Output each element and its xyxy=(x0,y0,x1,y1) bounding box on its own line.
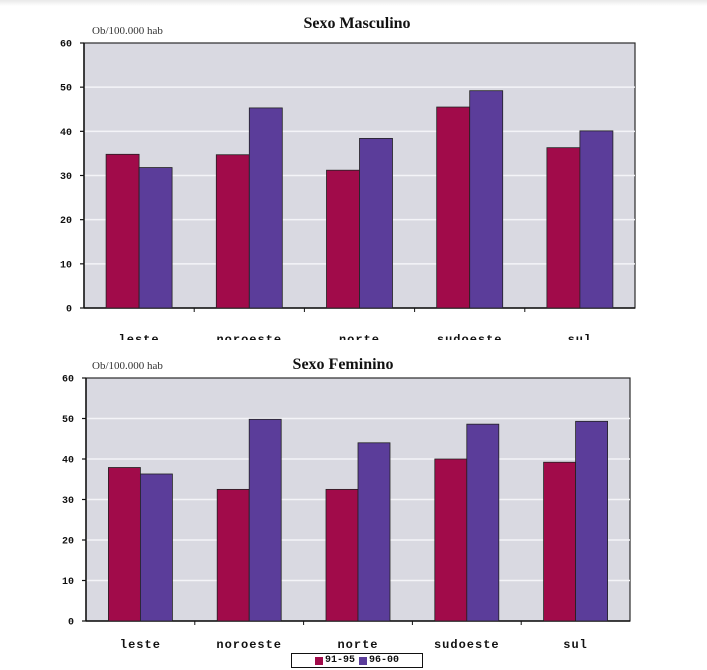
chart-title: Sexo Feminino xyxy=(293,356,394,373)
bar-sul-91-95 xyxy=(546,147,581,309)
y-tick-label: 20 xyxy=(60,216,72,227)
y-tick-label: 40 xyxy=(62,456,74,467)
bar-norte-96-00 xyxy=(359,137,393,309)
bar-sudoeste-91-95 xyxy=(434,458,468,622)
legend-item-91-95: 91-95 xyxy=(314,655,355,666)
legend-swatch-96-00 xyxy=(359,656,367,665)
legend-item-96-00: 96-00 xyxy=(359,655,399,666)
x-category-label-sul: sul xyxy=(568,333,593,340)
x-category-label-sul: sul xyxy=(563,638,588,652)
x-category-label-noroeste: noroeste xyxy=(216,333,282,340)
bar-leste-91-95 xyxy=(108,467,141,622)
y-tick-label: 60 xyxy=(62,375,74,386)
y-tick-label: 10 xyxy=(60,260,72,271)
bar-noroeste-91-95 xyxy=(215,154,250,309)
bar-norte-91-95 xyxy=(325,488,359,622)
legend-label-91-95: 91-95 xyxy=(324,655,355,666)
chart-sexo-masculino: 0 10 20 30 40 50 60 leste noroeste norte sudoeste s… xyxy=(60,15,636,340)
legend-swatch-91-95 xyxy=(314,656,323,665)
y-tick-label: 30 xyxy=(60,172,72,183)
y-tick-label: 50 xyxy=(60,84,72,95)
legend: 91-95 96-00 xyxy=(291,653,423,668)
cropped-header-strip xyxy=(0,0,707,6)
y-tick-label: 20 xyxy=(62,537,74,548)
legend-label-96-00: 96-00 xyxy=(369,655,400,666)
x-category-label-sudoeste: sudoeste xyxy=(434,638,500,652)
y-unit-label: Ob/100.000 hab xyxy=(92,360,163,372)
chart-title: Sexo Masculino xyxy=(303,15,410,32)
x-category-label-leste: leste xyxy=(120,638,161,652)
y-tick-label: 10 xyxy=(62,577,74,588)
bar-sudoeste-91-95 xyxy=(436,106,471,309)
bar-leste-96-00 xyxy=(138,167,173,309)
bar-sul-96-00 xyxy=(579,130,614,309)
bar-noroeste-96-00 xyxy=(248,107,283,309)
y-tick-label: 40 xyxy=(60,128,72,139)
x-category-label-sudoeste: sudoeste xyxy=(437,333,503,340)
y-tick-label: 0 xyxy=(68,618,74,629)
y-tick-label: 50 xyxy=(62,415,74,426)
x-category-label-norte: norte xyxy=(339,333,380,340)
y-unit-label: Ob/100.000 hab xyxy=(92,25,163,37)
chart-sexo-feminino: 0 10 20 30 40 50 60 leste noroeste norte sudoeste s… xyxy=(62,356,631,652)
bar-sudoeste-96-00 xyxy=(469,90,504,309)
x-category-label-leste: leste xyxy=(119,333,160,340)
bar-norte-96-00 xyxy=(357,442,391,622)
y-tick-label: 60 xyxy=(60,40,72,51)
bar-leste-96-00 xyxy=(139,473,173,622)
x-category-label-noroeste: noroeste xyxy=(216,638,282,652)
bar-sudoeste-96-00 xyxy=(466,423,500,622)
bar-leste-91-95 xyxy=(105,153,140,309)
y-tick-label: 0 xyxy=(66,305,72,316)
bar-sul-96-00 xyxy=(575,420,608,622)
y-tick-label: 30 xyxy=(62,496,74,507)
bar-norte-91-95 xyxy=(326,169,360,309)
bar-sul-91-95 xyxy=(543,461,576,622)
x-category-label-norte: norte xyxy=(337,638,378,652)
bar-noroeste-96-00 xyxy=(248,418,282,622)
bar-noroeste-91-95 xyxy=(216,488,250,622)
